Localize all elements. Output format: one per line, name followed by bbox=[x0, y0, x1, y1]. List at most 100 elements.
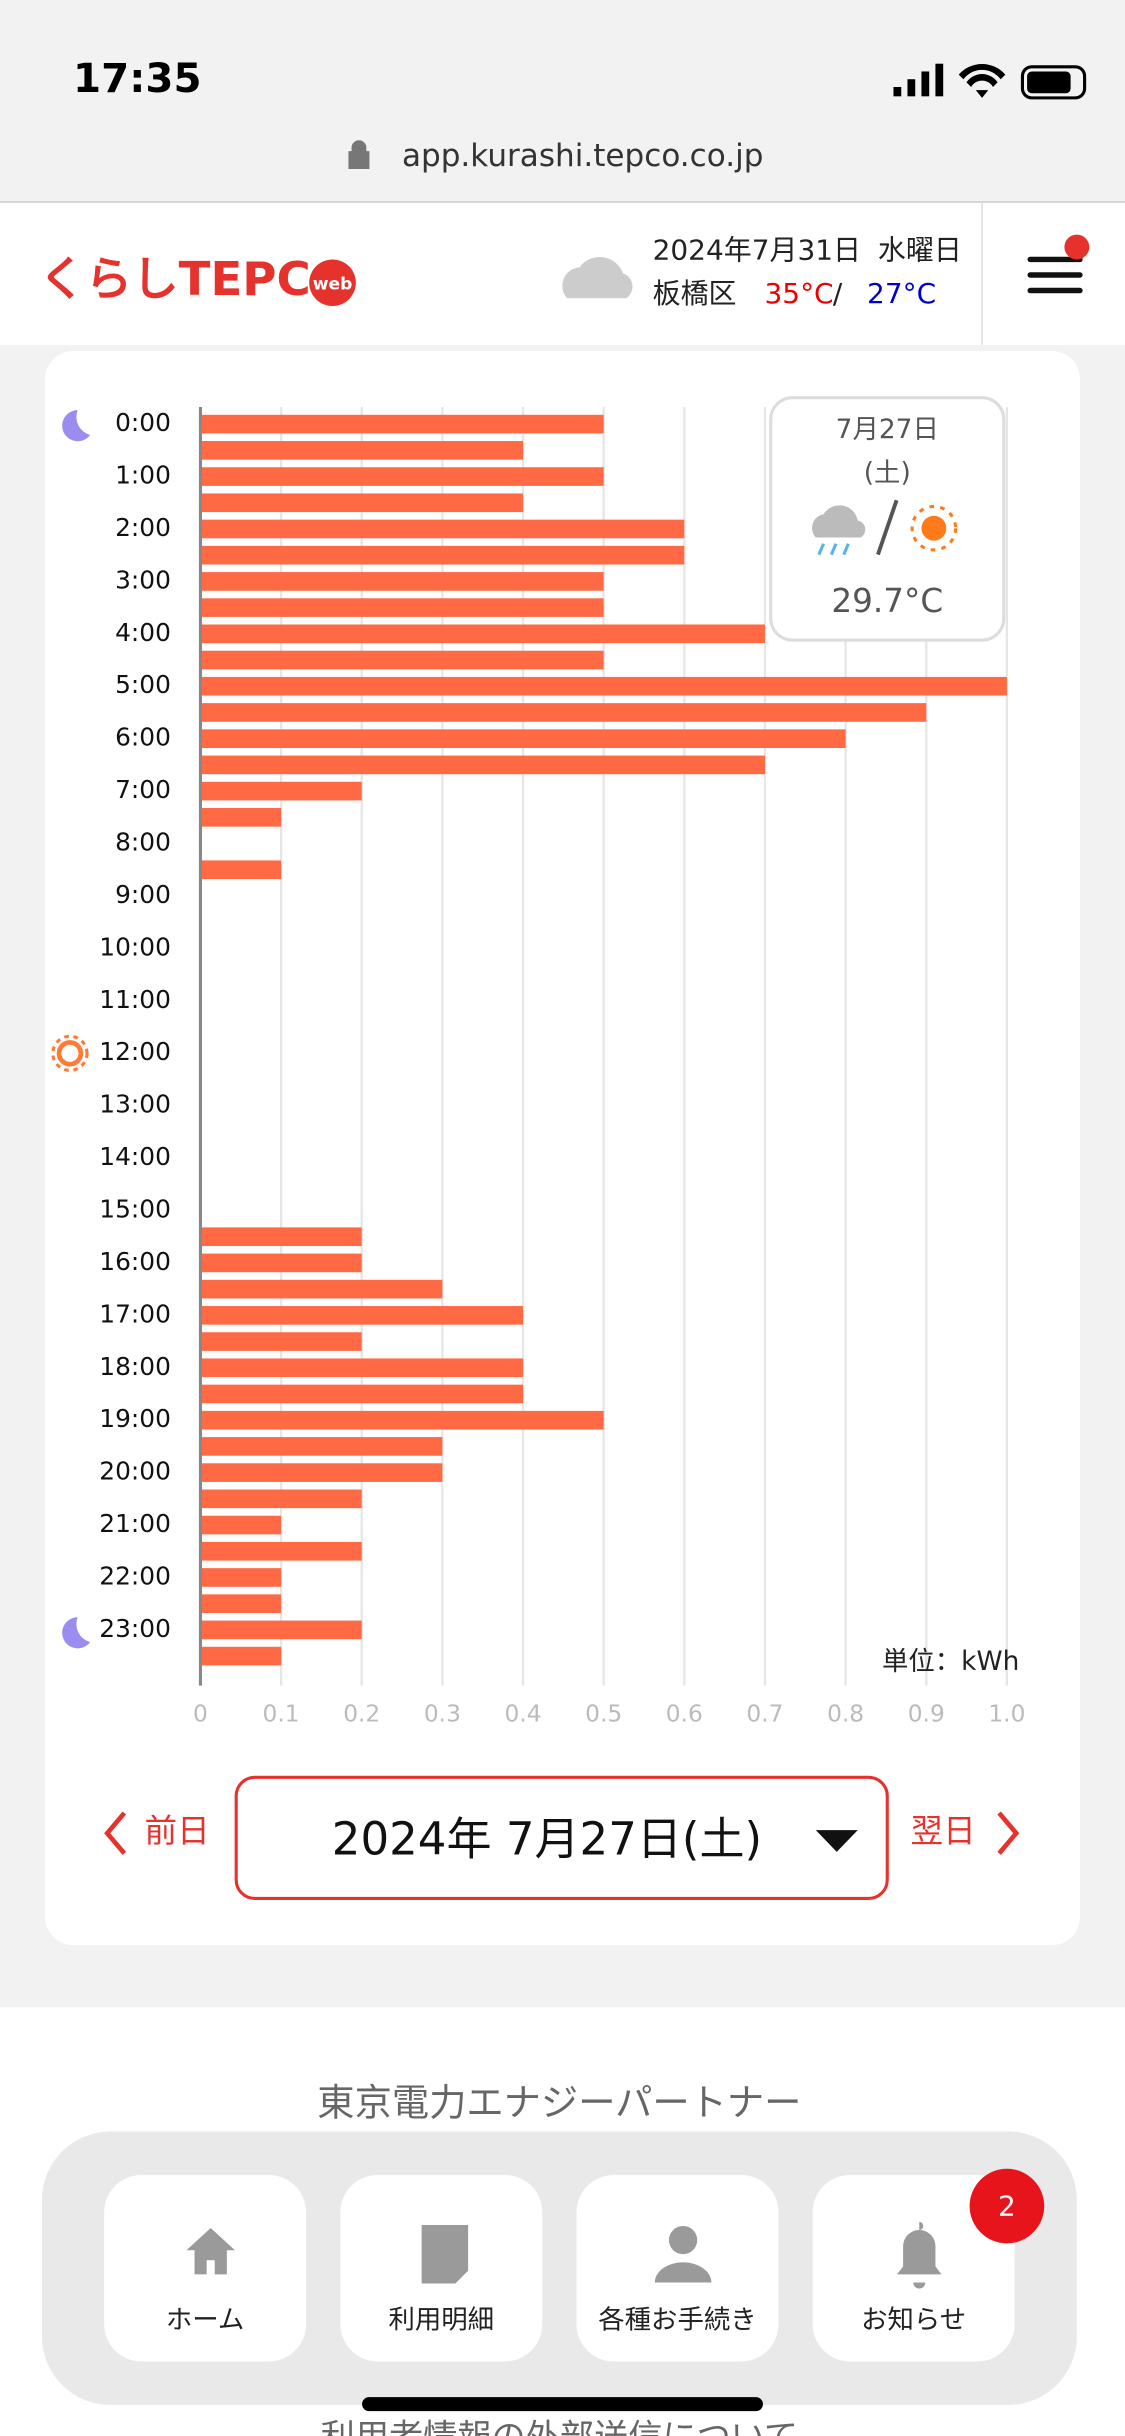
y-tick-label: 23:00 bbox=[99, 1614, 171, 1643]
badge-bg bbox=[969, 2168, 1045, 2244]
bar bbox=[200, 1568, 282, 1587]
notification-badge: 2 bbox=[998, 2190, 1016, 2223]
bar bbox=[200, 1279, 443, 1299]
bar bbox=[200, 1358, 524, 1378]
y-tick-label: 2:00 bbox=[115, 513, 171, 542]
x-tick-label: 0.1 bbox=[263, 1701, 300, 1728]
bar bbox=[200, 807, 282, 827]
y-tick-label: 17:00 bbox=[99, 1299, 171, 1328]
tab-icon bbox=[421, 2224, 469, 2284]
y-tick-label: 18:00 bbox=[99, 1352, 171, 1381]
x-tick-label: 0 bbox=[193, 1701, 208, 1728]
tabs: ホーム 利用明細 各種お手続き お知らせ 2 bbox=[104, 2168, 1045, 2362]
bar bbox=[200, 467, 604, 486]
low-temp: 27°C bbox=[867, 277, 936, 310]
x-tick-label: 0.6 bbox=[666, 1701, 703, 1728]
status-icons bbox=[893, 63, 1087, 100]
menu-button[interactable] bbox=[1027, 256, 1083, 294]
weather-date: 7月27日 bbox=[836, 414, 939, 445]
bar bbox=[200, 860, 282, 880]
bar bbox=[200, 1332, 362, 1351]
bar bbox=[200, 1384, 524, 1404]
high-temp: 35°C bbox=[765, 277, 834, 310]
bar bbox=[200, 1437, 443, 1456]
home-indicator bbox=[362, 2397, 763, 2412]
y-tick-label: 19:00 bbox=[99, 1404, 171, 1433]
bar bbox=[200, 414, 604, 434]
url[interactable]: app.kurashi.tepco.co.jp bbox=[402, 138, 763, 174]
bar bbox=[200, 1646, 282, 1666]
y-tick-label: 0:00 bbox=[115, 408, 171, 437]
tab-label: 利用明細 bbox=[388, 2305, 494, 2336]
bar bbox=[200, 572, 604, 591]
y-tick-label: 22:00 bbox=[99, 1561, 171, 1590]
bar bbox=[200, 519, 685, 539]
prev-day[interactable]: 前日 bbox=[145, 1812, 210, 1850]
y-tick-label: 14:00 bbox=[99, 1142, 171, 1171]
prev-arrow[interactable] bbox=[104, 1811, 127, 1855]
y-tick-label: 20:00 bbox=[99, 1457, 171, 1486]
y-tick-label: 9:00 bbox=[115, 880, 171, 909]
notice-link[interactable]: 利用者情報の外部送信について bbox=[321, 2418, 798, 2436]
weather-icon bbox=[562, 256, 633, 299]
x-tick-label: 0.2 bbox=[343, 1701, 380, 1728]
x-tick-label: 0.5 bbox=[585, 1701, 622, 1728]
x-tick-label: 0.4 bbox=[504, 1701, 541, 1728]
tab-icon bbox=[897, 2221, 942, 2289]
tab-label: ホーム bbox=[166, 2305, 244, 2336]
y-tick-label: 16:00 bbox=[99, 1247, 171, 1276]
y-tick-label: 7:00 bbox=[115, 775, 171, 804]
selected-date: 2024年 7月27日(土) bbox=[332, 1813, 762, 1866]
y-tick-label: 10:00 bbox=[99, 932, 171, 961]
weather-temp: 29.7°C bbox=[831, 582, 943, 620]
bar bbox=[200, 598, 604, 617]
bar bbox=[200, 1541, 362, 1561]
header bbox=[0, 201, 1125, 345]
bar bbox=[200, 493, 524, 513]
y-tick-label: 5:00 bbox=[115, 670, 171, 699]
menu-dot bbox=[1064, 234, 1090, 260]
bar bbox=[200, 755, 765, 775]
bar bbox=[200, 441, 524, 460]
x-tick-label: 0.8 bbox=[827, 1701, 864, 1728]
y-tick-label: 3:00 bbox=[115, 565, 171, 594]
y-tick-label: 6:00 bbox=[115, 723, 171, 752]
bar bbox=[200, 624, 765, 644]
y-tick-label: 4:00 bbox=[115, 618, 171, 647]
bar bbox=[200, 676, 1007, 696]
bar bbox=[200, 1594, 282, 1614]
weather-icon bbox=[812, 499, 958, 556]
bar bbox=[200, 781, 362, 801]
chart: 0 0.1 0.2 0.3 0.4 0.5 0.6 0.7 0.8 0.9 1.0 0:00 1:00 2… bbox=[99, 407, 1025, 1728]
bar bbox=[200, 1227, 362, 1247]
bar bbox=[200, 1489, 362, 1509]
x-tick-label: 0.7 bbox=[746, 1701, 783, 1728]
logo[interactable]: くらしTEPCO bbox=[39, 252, 350, 306]
day-icon bbox=[51, 1034, 89, 1072]
bar bbox=[200, 545, 685, 565]
x-tick-label: 0.9 bbox=[908, 1701, 945, 1728]
weather-weekday: (土) bbox=[864, 457, 911, 488]
y-tick-label: 8:00 bbox=[115, 828, 171, 857]
bar bbox=[200, 1306, 524, 1325]
y-tick-label: 12:00 bbox=[99, 1037, 171, 1066]
next-day[interactable]: 翌日 bbox=[911, 1812, 976, 1850]
y-tick-label: 15:00 bbox=[99, 1194, 171, 1223]
area: 板橋区 bbox=[653, 277, 737, 310]
logo-badge: web bbox=[313, 274, 353, 294]
dropdown-icon bbox=[815, 1830, 858, 1852]
y-tick-label: 21:00 bbox=[99, 1509, 171, 1538]
today-weekday: 水曜日 bbox=[878, 234, 962, 267]
next-arrow[interactable] bbox=[997, 1811, 1020, 1855]
tab-label: お知らせ bbox=[861, 2305, 966, 2336]
tab-label: 各種お手続き bbox=[598, 2305, 756, 2336]
night-icon bbox=[62, 410, 91, 1649]
lock-icon bbox=[348, 140, 370, 169]
bar bbox=[200, 650, 604, 670]
temp-separator: / bbox=[833, 277, 843, 310]
bar bbox=[200, 729, 846, 748]
bar bbox=[200, 703, 927, 722]
date-select[interactable] bbox=[234, 1775, 889, 1901]
